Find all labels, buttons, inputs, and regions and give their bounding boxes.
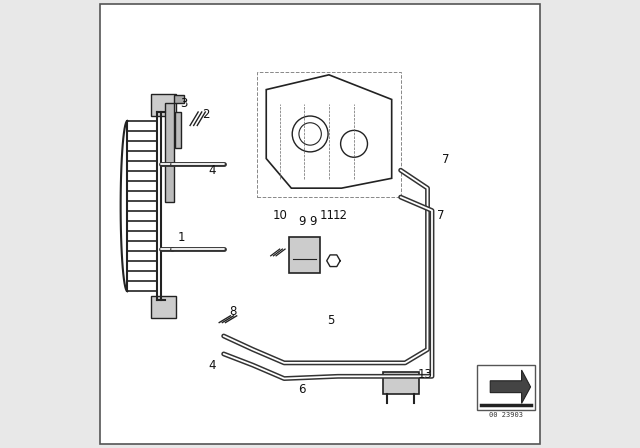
Bar bbox=[257, 72, 401, 197]
Text: 5: 5 bbox=[328, 314, 335, 327]
Bar bbox=[175, 112, 180, 148]
Text: 4: 4 bbox=[209, 164, 216, 177]
Text: 3: 3 bbox=[180, 96, 187, 110]
Text: 1: 1 bbox=[177, 231, 185, 244]
Bar bbox=[165, 103, 173, 202]
Text: 12: 12 bbox=[333, 208, 348, 222]
Bar bbox=[151, 296, 175, 318]
Text: 00 23903: 00 23903 bbox=[489, 412, 523, 418]
Text: 11: 11 bbox=[319, 208, 334, 222]
Text: 13: 13 bbox=[418, 367, 433, 381]
Text: 8: 8 bbox=[229, 305, 236, 318]
Bar bbox=[383, 372, 419, 394]
Bar bbox=[477, 365, 535, 410]
Text: 4: 4 bbox=[209, 358, 216, 372]
Polygon shape bbox=[266, 75, 392, 188]
Text: 6: 6 bbox=[298, 383, 306, 396]
Text: 9: 9 bbox=[310, 215, 317, 228]
Bar bbox=[151, 94, 175, 116]
Text: 7: 7 bbox=[437, 208, 445, 222]
Text: 2: 2 bbox=[202, 108, 209, 121]
Text: 9: 9 bbox=[298, 215, 306, 228]
Text: 7: 7 bbox=[442, 152, 449, 166]
Text: 10: 10 bbox=[272, 208, 287, 222]
Bar bbox=[289, 237, 320, 273]
Polygon shape bbox=[490, 370, 531, 403]
Bar bbox=[174, 95, 184, 103]
